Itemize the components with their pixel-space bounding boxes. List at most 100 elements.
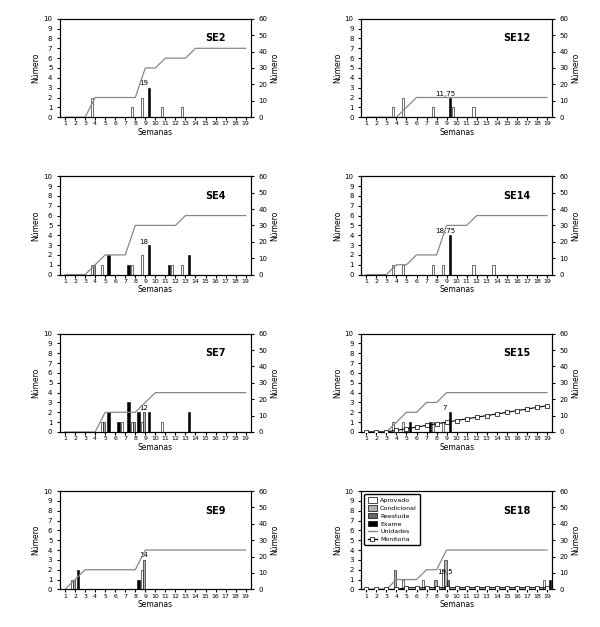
Bar bbox=[143, 560, 145, 589]
Y-axis label: Número: Número bbox=[270, 525, 279, 556]
Bar bbox=[137, 579, 140, 589]
Text: 11,75: 11,75 bbox=[435, 90, 455, 97]
Bar bbox=[452, 107, 454, 117]
Y-axis label: Número: Número bbox=[32, 525, 41, 556]
Y-axis label: Número: Número bbox=[32, 367, 41, 398]
Text: SE18: SE18 bbox=[503, 506, 530, 515]
Bar bbox=[131, 265, 133, 275]
Bar bbox=[449, 413, 451, 432]
Y-axis label: Número: Número bbox=[333, 367, 342, 398]
Y-axis label: Número: Número bbox=[571, 210, 580, 241]
Bar bbox=[394, 570, 397, 589]
Y-axis label: Número: Número bbox=[270, 210, 279, 241]
Text: SE12: SE12 bbox=[503, 33, 530, 43]
Bar bbox=[472, 107, 475, 117]
Y-axis label: Número: Número bbox=[333, 525, 342, 556]
Bar bbox=[188, 255, 190, 275]
Bar bbox=[181, 265, 183, 275]
Bar bbox=[181, 107, 183, 117]
Bar bbox=[101, 265, 103, 275]
Bar bbox=[402, 265, 404, 275]
Bar bbox=[127, 403, 130, 432]
Text: SE2: SE2 bbox=[205, 33, 226, 43]
Bar bbox=[171, 265, 173, 275]
Bar bbox=[392, 107, 394, 117]
Bar bbox=[103, 422, 105, 432]
Text: SE14: SE14 bbox=[503, 191, 530, 201]
Y-axis label: Número: Número bbox=[32, 210, 41, 241]
Bar bbox=[542, 579, 545, 589]
Bar bbox=[442, 265, 445, 275]
Bar bbox=[442, 570, 445, 589]
Bar bbox=[101, 422, 103, 432]
Bar bbox=[422, 579, 424, 589]
Text: SE9: SE9 bbox=[205, 506, 226, 515]
Bar bbox=[472, 265, 475, 275]
Text: SE15: SE15 bbox=[503, 348, 530, 358]
Bar bbox=[442, 422, 445, 432]
Bar bbox=[167, 265, 170, 275]
Y-axis label: Número: Número bbox=[270, 53, 279, 83]
Bar bbox=[449, 235, 451, 275]
X-axis label: Semanas: Semanas bbox=[138, 443, 173, 451]
Y-axis label: Número: Número bbox=[571, 525, 580, 556]
Text: SE4: SE4 bbox=[205, 191, 226, 201]
Text: 18,75: 18,75 bbox=[435, 228, 455, 234]
Bar bbox=[449, 98, 451, 117]
Bar bbox=[402, 422, 404, 432]
Bar bbox=[73, 579, 75, 589]
Y-axis label: Número: Número bbox=[333, 53, 342, 83]
Bar bbox=[131, 422, 133, 432]
Y-axis label: Número: Número bbox=[571, 367, 580, 398]
Bar bbox=[71, 579, 73, 589]
X-axis label: Semanas: Semanas bbox=[138, 128, 173, 137]
Bar bbox=[446, 579, 449, 589]
Y-axis label: Número: Número bbox=[32, 53, 41, 83]
Text: 19: 19 bbox=[139, 80, 148, 86]
Bar bbox=[148, 245, 150, 275]
Bar bbox=[127, 265, 130, 275]
Bar bbox=[432, 422, 434, 432]
Bar bbox=[392, 422, 394, 432]
Bar bbox=[148, 88, 150, 117]
Bar bbox=[121, 422, 123, 432]
X-axis label: Semanas: Semanas bbox=[439, 443, 474, 451]
Bar bbox=[402, 579, 404, 589]
Bar bbox=[133, 422, 135, 432]
X-axis label: Semanas: Semanas bbox=[138, 285, 173, 294]
Bar bbox=[392, 265, 394, 275]
Bar bbox=[161, 422, 163, 432]
Bar bbox=[141, 255, 143, 275]
Bar bbox=[141, 422, 143, 432]
X-axis label: Semanas: Semanas bbox=[439, 128, 474, 137]
Bar bbox=[91, 98, 93, 117]
Bar bbox=[77, 570, 79, 589]
Bar bbox=[493, 265, 494, 275]
Bar bbox=[143, 413, 145, 432]
Bar bbox=[137, 413, 140, 432]
Bar bbox=[429, 422, 431, 432]
Bar bbox=[434, 579, 437, 589]
Text: 14: 14 bbox=[139, 552, 148, 558]
Bar bbox=[549, 579, 551, 589]
Bar bbox=[161, 107, 163, 117]
Bar bbox=[409, 422, 411, 432]
Bar bbox=[432, 107, 434, 117]
Text: 7: 7 bbox=[443, 405, 448, 411]
Text: 18: 18 bbox=[139, 239, 148, 245]
Bar bbox=[141, 98, 143, 117]
Legend: Aprovado, Condicional, Reestude, Exame, Unidades, Monitoria: Aprovado, Condicional, Reestude, Exame, … bbox=[364, 494, 420, 545]
Bar bbox=[91, 265, 93, 275]
Bar bbox=[93, 265, 95, 275]
Y-axis label: Número: Número bbox=[270, 367, 279, 398]
Text: SE7: SE7 bbox=[205, 348, 226, 358]
Text: 12: 12 bbox=[139, 405, 148, 411]
X-axis label: Semanas: Semanas bbox=[439, 285, 474, 294]
Bar bbox=[432, 265, 434, 275]
Bar bbox=[107, 413, 110, 432]
Text: 19,5: 19,5 bbox=[437, 569, 453, 574]
Y-axis label: Número: Número bbox=[571, 53, 580, 83]
Bar bbox=[131, 107, 133, 117]
Bar bbox=[118, 422, 119, 432]
Bar bbox=[148, 413, 150, 432]
